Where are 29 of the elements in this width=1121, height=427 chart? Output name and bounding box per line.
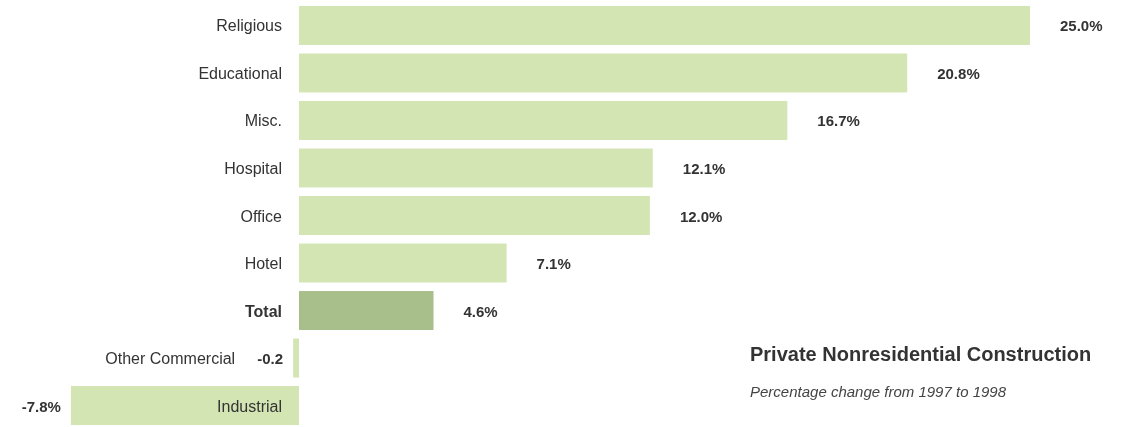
y-tick-label: Office: [240, 207, 283, 225]
bar: [299, 196, 650, 235]
bar: [299, 6, 1030, 45]
data-label: 12.0%: [679, 207, 723, 225]
bar: [299, 291, 434, 330]
text: Percentage change from 1997 to 1998: [750, 383, 1007, 400]
y-tick-label: Religious: [216, 17, 282, 35]
y-tick-label: Misc.: [244, 112, 282, 130]
bar: [299, 243, 507, 283]
y-tick-label: Industrial: [217, 397, 282, 415]
bar: [293, 338, 299, 378]
y-tick-label: Hotel: [244, 255, 282, 273]
data-label: 25.0%: [1060, 17, 1103, 35]
data-label: -7.8%: [21, 397, 61, 415]
bar: [299, 148, 653, 188]
text: Private Nonresidential Construction: [750, 343, 1092, 365]
y-tick-label: Other Commercial: [105, 350, 236, 368]
data-label: 16.7%: [817, 112, 860, 130]
bar: [299, 101, 788, 140]
bar: [70, 386, 299, 425]
data-label: -0.2: [257, 350, 284, 368]
y-tick-label: Total: [244, 302, 282, 320]
data-label: 20.8%: [937, 64, 980, 82]
data-label: 4.6%: [463, 302, 498, 320]
y-tick-label: Educational: [198, 64, 282, 82]
data-label: 7.1%: [536, 255, 571, 273]
data-label: 12.1%: [682, 159, 726, 177]
y-tick-label: Hospital: [224, 159, 282, 177]
bar: [299, 53, 908, 93]
